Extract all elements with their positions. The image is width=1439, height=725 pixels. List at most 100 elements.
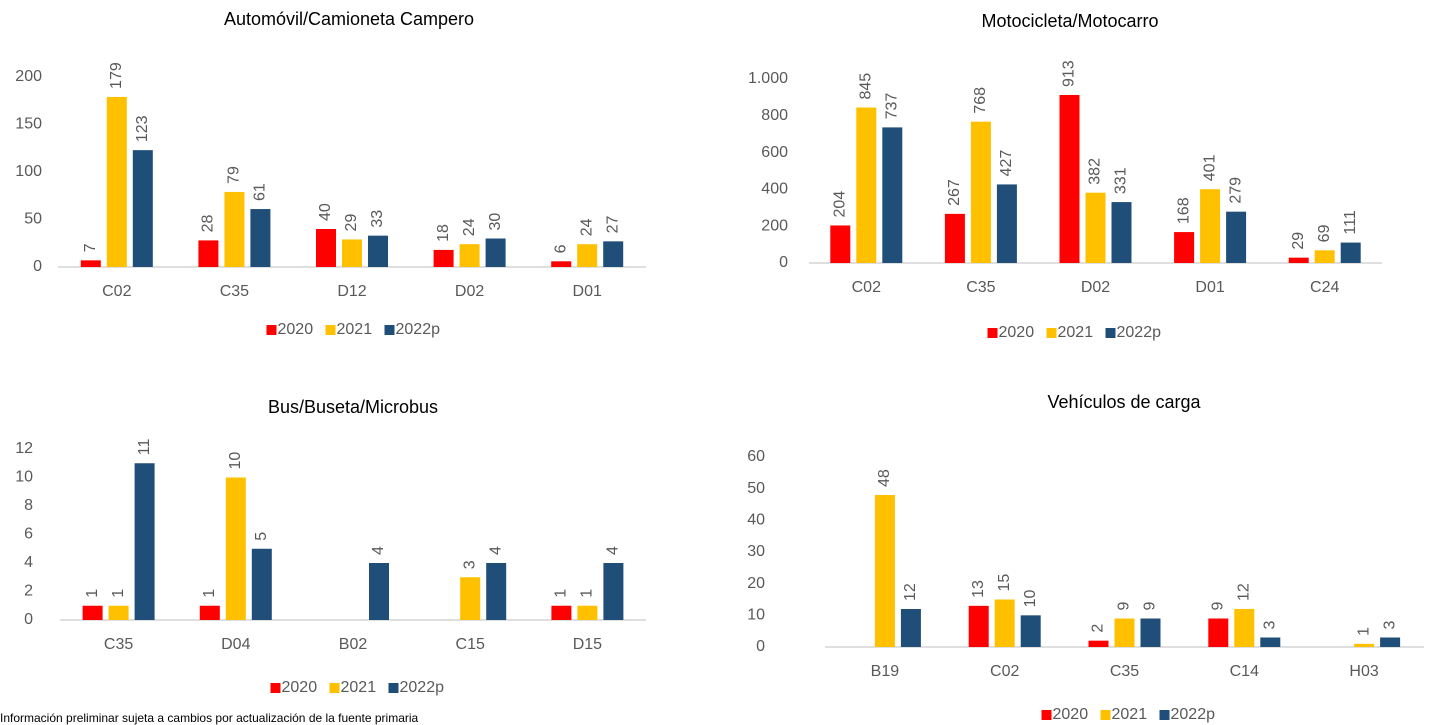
data-label: 5 bbox=[253, 532, 270, 541]
chart-title: Automóvil/Camioneta Campero bbox=[224, 9, 474, 29]
x-tick-label: C02 bbox=[852, 279, 881, 296]
data-label: 40 bbox=[317, 203, 334, 221]
bar bbox=[603, 563, 624, 620]
x-tick-label: C24 bbox=[1310, 279, 1339, 296]
bar bbox=[433, 249, 454, 267]
y-tick-label: 100 bbox=[15, 163, 42, 180]
y-tick-label: 200 bbox=[15, 68, 42, 85]
bar bbox=[198, 240, 219, 267]
data-label: 3 bbox=[1381, 621, 1398, 630]
legend-label: 2020 bbox=[1053, 706, 1089, 723]
data-label: 123 bbox=[134, 115, 151, 142]
bar bbox=[1114, 618, 1135, 647]
y-tick-label: 0 bbox=[33, 258, 42, 275]
data-label: 267 bbox=[946, 179, 963, 206]
y-tick-label: 50 bbox=[747, 480, 765, 497]
legend-label: 2021 bbox=[1112, 706, 1148, 723]
data-label: 4 bbox=[487, 546, 504, 555]
x-tick-label: D15 bbox=[573, 636, 602, 653]
y-tick-label: 400 bbox=[761, 181, 788, 198]
y-tick-label: 8 bbox=[24, 497, 33, 514]
x-tick-label: D12 bbox=[337, 283, 366, 300]
data-label: 9 bbox=[1116, 602, 1133, 611]
bar bbox=[603, 241, 624, 267]
x-tick-label: B02 bbox=[339, 636, 368, 653]
bar bbox=[485, 238, 506, 267]
bar bbox=[132, 150, 153, 267]
bar bbox=[199, 605, 220, 620]
data-label: 24 bbox=[578, 218, 595, 236]
y-tick-label: 60 bbox=[747, 448, 765, 465]
data-label: 9 bbox=[1142, 602, 1159, 611]
bar bbox=[460, 577, 481, 620]
bar bbox=[1208, 618, 1229, 647]
bar bbox=[486, 563, 507, 620]
x-tick-label: C35 bbox=[966, 279, 995, 296]
footnote: Información preliminar sujeta a cambios … bbox=[0, 711, 419, 725]
y-tick-label: 30 bbox=[747, 543, 765, 560]
data-label: 737 bbox=[884, 93, 901, 120]
data-label: 79 bbox=[226, 166, 243, 184]
data-label: 61 bbox=[252, 183, 269, 201]
data-label: 48 bbox=[876, 469, 893, 487]
data-label: 4 bbox=[370, 546, 387, 555]
bar bbox=[1088, 640, 1109, 647]
data-label: 1 bbox=[1355, 627, 1372, 636]
x-tick-label: C35 bbox=[220, 283, 249, 300]
bar bbox=[82, 605, 103, 620]
data-label: 11 bbox=[136, 439, 153, 456]
legend-swatch bbox=[987, 328, 998, 338]
bar bbox=[1380, 637, 1401, 647]
data-label: 13 bbox=[970, 580, 987, 598]
bar bbox=[80, 260, 101, 267]
x-tick-label: C35 bbox=[1110, 663, 1139, 680]
chart-title: Bus/Buseta/Microbus bbox=[268, 397, 438, 417]
data-label: 7 bbox=[82, 243, 99, 252]
data-label: 3 bbox=[461, 560, 478, 569]
legend-label: 2022p bbox=[1171, 706, 1216, 723]
legend-swatch bbox=[1105, 328, 1116, 338]
data-label: 6 bbox=[552, 244, 569, 253]
bar bbox=[106, 96, 127, 267]
data-label: 768 bbox=[972, 87, 989, 114]
data-label: 204 bbox=[832, 191, 849, 218]
legend-swatch bbox=[384, 325, 395, 335]
bar bbox=[134, 463, 155, 620]
bar bbox=[369, 563, 389, 620]
y-tick-label: 12 bbox=[15, 440, 33, 457]
bar bbox=[1200, 189, 1221, 263]
legend-label: 2021 bbox=[1058, 324, 1094, 341]
y-tick-label: 10 bbox=[15, 469, 33, 486]
chart-title: Vehículos de carga bbox=[1047, 392, 1201, 412]
legend-label: 2021 bbox=[337, 321, 373, 338]
y-tick-label: 600 bbox=[761, 144, 788, 161]
bar bbox=[882, 127, 903, 263]
legend-label: 2022p bbox=[400, 679, 445, 696]
data-label: 12 bbox=[902, 583, 919, 601]
legend-swatch bbox=[329, 683, 340, 693]
data-label: 24 bbox=[461, 218, 478, 236]
bar bbox=[856, 107, 877, 264]
x-tick-label: C35 bbox=[104, 636, 133, 653]
x-tick-label: C02 bbox=[990, 663, 1019, 680]
x-tick-label: D02 bbox=[1081, 279, 1110, 296]
legend-label: 2020 bbox=[278, 321, 314, 338]
bar bbox=[1340, 242, 1361, 263]
data-label: 1 bbox=[553, 589, 570, 598]
bar bbox=[1226, 211, 1247, 263]
bar bbox=[968, 605, 989, 647]
bar bbox=[874, 495, 895, 647]
data-label: 3 bbox=[1262, 621, 1279, 630]
legend-label: 2020 bbox=[999, 324, 1035, 341]
y-tick-label: 2 bbox=[24, 583, 33, 600]
data-label: 1 bbox=[110, 589, 127, 598]
bar bbox=[108, 605, 129, 620]
bar bbox=[459, 244, 480, 267]
legend-label: 2022p bbox=[396, 321, 441, 338]
data-label: 179 bbox=[108, 62, 125, 89]
data-label: 2 bbox=[1090, 624, 1107, 633]
data-label: 4 bbox=[605, 546, 622, 555]
data-label: 845 bbox=[858, 73, 875, 100]
y-tick-label: 0 bbox=[756, 638, 765, 655]
